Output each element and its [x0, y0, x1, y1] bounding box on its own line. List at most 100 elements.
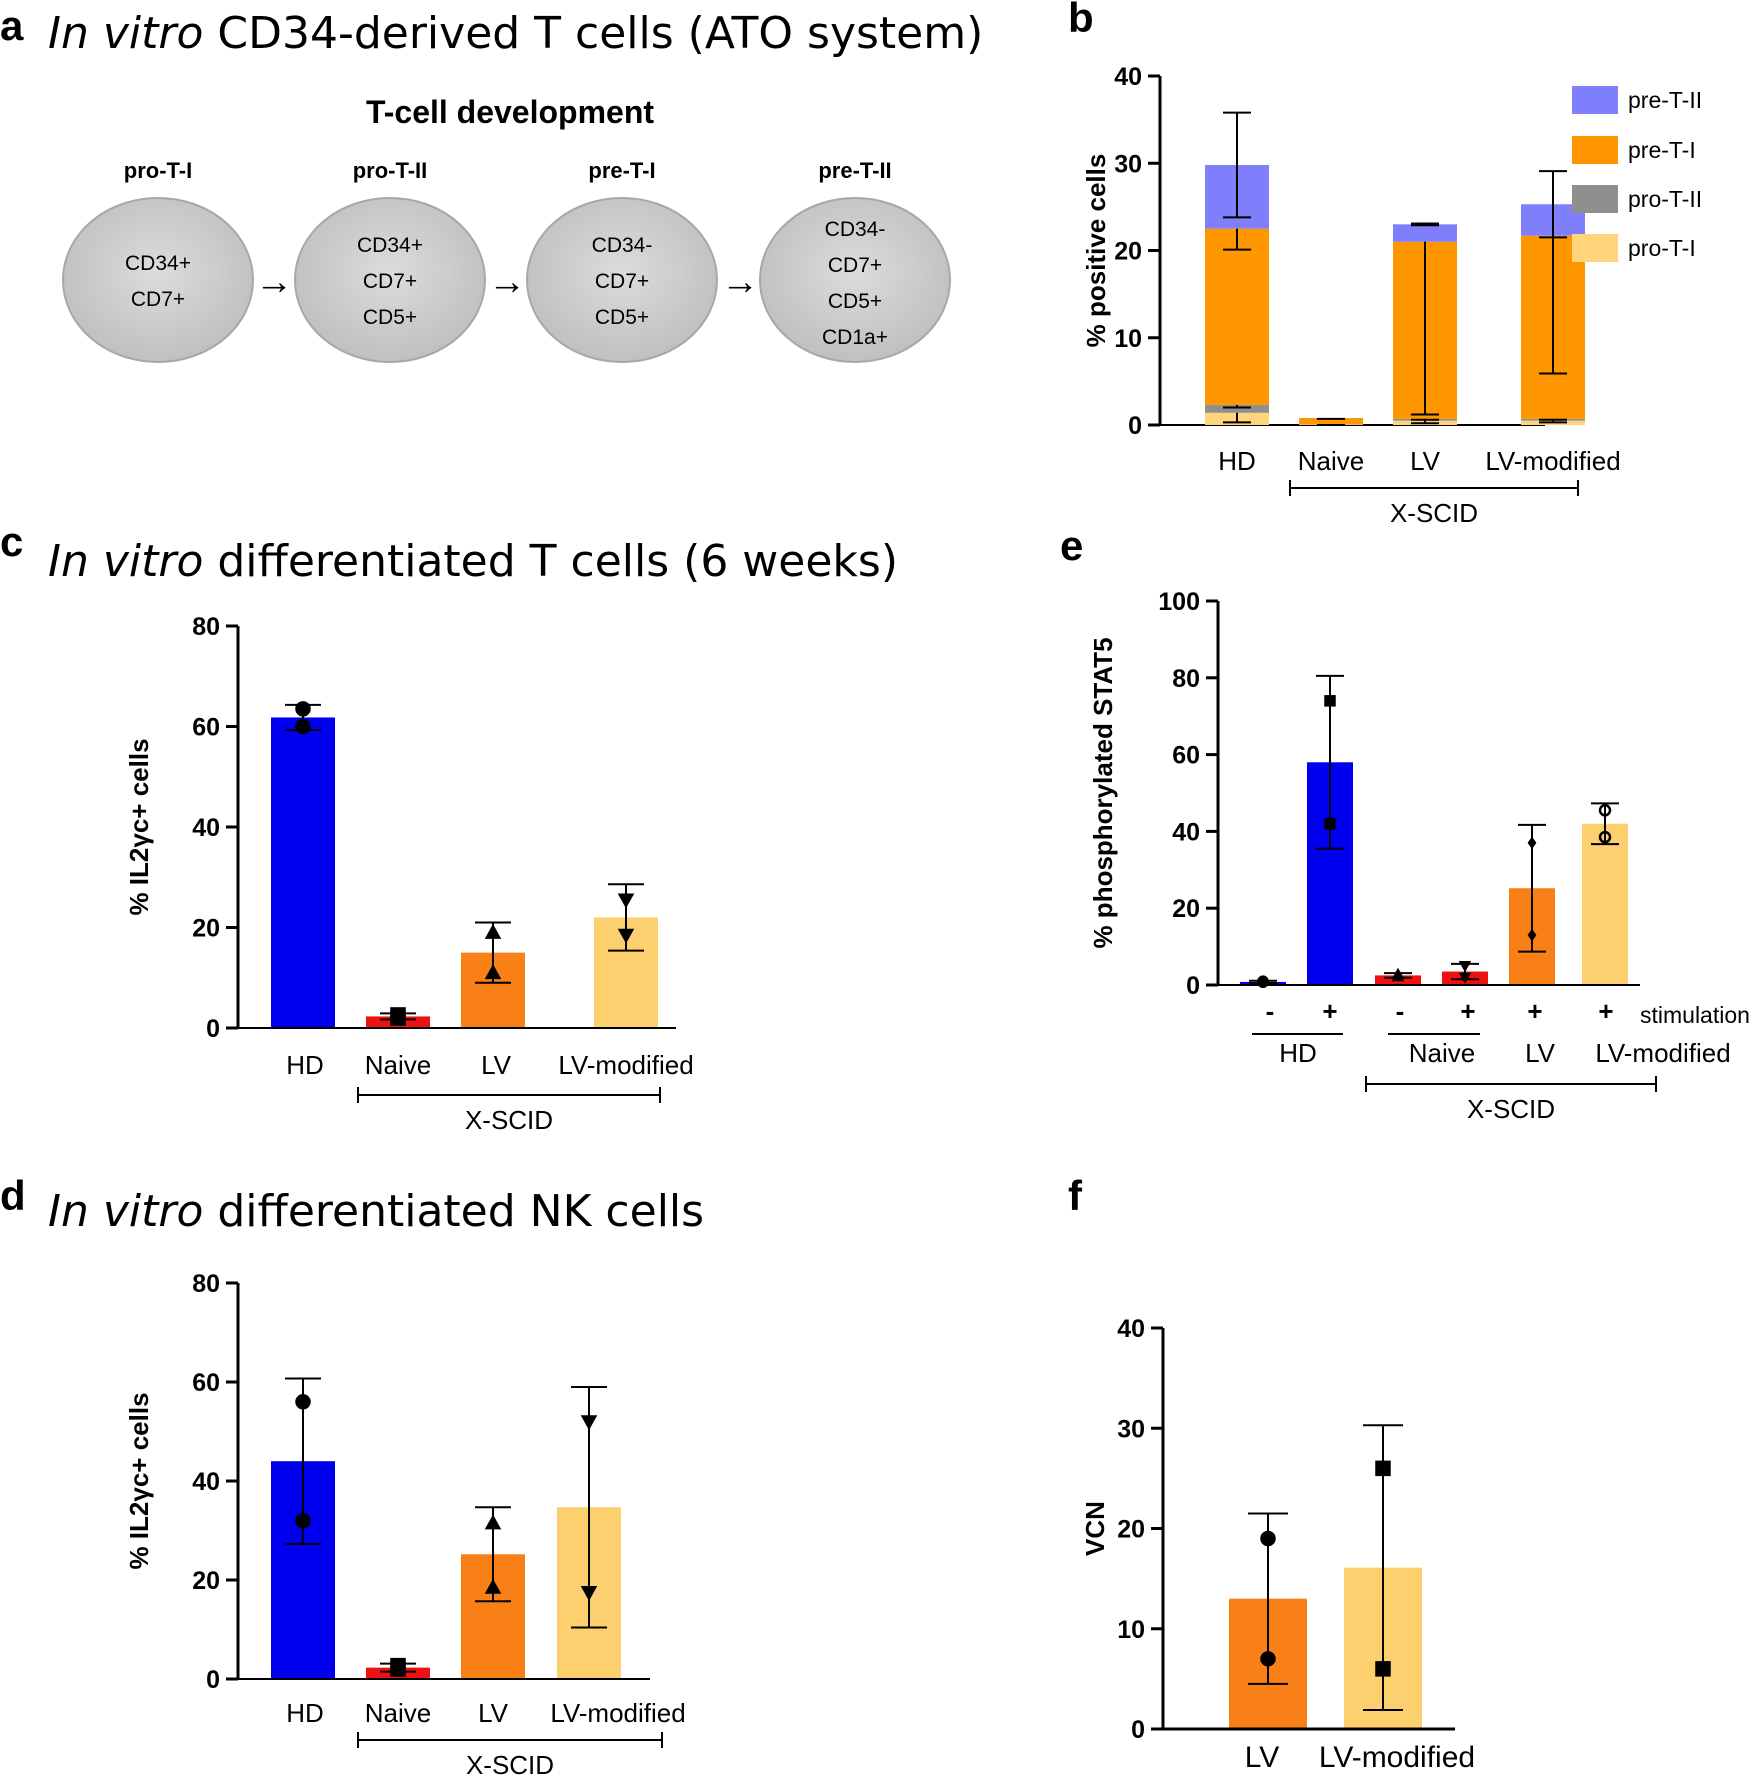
category-label: Naive [365, 1050, 431, 1080]
group-label: X-SCID [465, 1105, 553, 1135]
data-point [390, 1007, 406, 1023]
category-label: LV-modified [1319, 1741, 1475, 1774]
y-tick-label: 10 [1114, 325, 1142, 353]
chart-f: 0 10 20 30 40 VCN LV LV-modified [1080, 1315, 1475, 1774]
stage-name-2: pro-T-II [353, 158, 428, 183]
cell1-marker-2: CD7+ [131, 288, 185, 311]
y-tick-label: 30 [1117, 1415, 1145, 1443]
t-cell-development-diagram: T-cell development pro-T-I pro-T-II pre-… [62, 94, 951, 363]
y-tick-label: 0 [1131, 1716, 1145, 1744]
legend-swatch [1572, 86, 1618, 114]
cell3-marker-1: CD34- [592, 234, 653, 257]
arrow-right-icon: → [488, 261, 526, 303]
panel-d-label: d [0, 1172, 26, 1219]
category-label: LV [1410, 446, 1441, 476]
group-label: HD [1279, 1038, 1317, 1068]
bar [271, 717, 335, 1028]
category-label: LV-modified [1485, 446, 1620, 476]
panel-e-label: e [1060, 522, 1083, 569]
stacked-segment [1299, 418, 1363, 425]
legend-label: pre-T-I [1628, 137, 1696, 163]
group-label: X-SCID [1390, 498, 1478, 528]
stacked-segment [1205, 404, 1269, 413]
category-label: LV [478, 1698, 509, 1728]
group-label: LV [1525, 1038, 1556, 1068]
data-point [580, 1586, 598, 1601]
legend-swatch [1572, 234, 1618, 262]
y-tick-label: 40 [1172, 818, 1200, 846]
chart-c: 0 20 40 60 80 % IL2γc+ cells HD Naive LV LV-modif… [124, 613, 694, 1135]
y-tick-label: 100 [1158, 588, 1200, 616]
data-point [1458, 961, 1472, 973]
legend-swatch [1572, 185, 1618, 213]
y-tick-label: 0 [206, 1015, 220, 1043]
data-point [484, 1514, 502, 1530]
data-point [1260, 1651, 1276, 1667]
y-tick-label: 80 [192, 1270, 220, 1298]
panel-b-label: b [1068, 0, 1094, 41]
stage-name-1: pro-T-I [124, 158, 192, 183]
data-point [1391, 970, 1405, 982]
y-tick-label: 40 [192, 1468, 220, 1496]
bar [1582, 823, 1628, 985]
category-label: HD [1218, 446, 1256, 476]
panel-c-label: c [0, 518, 23, 565]
stacked-segment [1205, 228, 1269, 405]
panel-a: a In vitro CD34-derived T cells (ATO sys… [0, 2, 983, 363]
data-point [1598, 804, 1612, 817]
y-tick-label: 20 [192, 915, 220, 943]
stimulation-sign: - [1396, 996, 1405, 1026]
category-label: HD [286, 1698, 324, 1728]
group-label: X-SCID [1467, 1094, 1555, 1124]
y-tick-label: 20 [1172, 895, 1200, 923]
cell1-marker-1: CD34+ [125, 252, 191, 275]
legend-label: pro-T-I [1628, 235, 1696, 261]
data-point [484, 1578, 502, 1594]
cell4-marker-1: CD34- [825, 218, 886, 241]
cell2-marker-1: CD34+ [357, 234, 423, 257]
y-axis-label: % positive cells [1081, 154, 1111, 348]
group-label: LV-modified [1595, 1038, 1730, 1068]
group-label: X-SCID [466, 1750, 554, 1775]
cell-pro-t-ii [294, 197, 486, 363]
arrow-right-icon: → [721, 261, 759, 303]
y-tick-label: 20 [1114, 238, 1142, 266]
cell2-marker-3: CD5+ [363, 306, 417, 329]
y-tick-label: 60 [1172, 742, 1200, 770]
category-label: LV [481, 1050, 512, 1080]
category-label: LV [1245, 1741, 1279, 1774]
stacked-segment [1393, 224, 1457, 242]
group-label: Naive [1409, 1038, 1475, 1068]
y-tick-label: 40 [1114, 63, 1142, 91]
data-point [617, 893, 635, 909]
panel-a-title-rest: CD34-derived T cells (ATO system) [217, 8, 983, 59]
cell-pre-t-i [526, 197, 718, 363]
y-tick-label: 0 [206, 1666, 220, 1694]
panel-c-title: In vitro differentiated T cells (6 weeks… [48, 536, 898, 587]
legend-swatch [1572, 136, 1618, 164]
data-point [295, 1394, 311, 1410]
y-tick-label: 0 [1186, 972, 1200, 1000]
data-point [1458, 972, 1472, 984]
panel-a-title-italic: In vitro [48, 8, 203, 59]
panel-f-label: f [1068, 1172, 1083, 1219]
data-point [617, 928, 635, 944]
data-point [1260, 1530, 1276, 1547]
cell2-marker-2: CD7+ [363, 270, 417, 293]
y-tick-label: 20 [1117, 1516, 1145, 1544]
cell4-marker-2: CD7+ [828, 254, 882, 277]
legend-label: pre-T-II [1628, 87, 1702, 113]
cell3-marker-3: CD5+ [595, 306, 649, 329]
category-label: LV-modified [550, 1698, 685, 1728]
chart-d: 0 20 40 60 80 % IL2γc+ cells HD Naive LV LV-modif… [124, 1270, 686, 1775]
stimulation-sign: + [1598, 996, 1613, 1026]
y-tick-label: 20 [192, 1567, 220, 1595]
data-point [484, 923, 502, 939]
data-point [295, 701, 311, 717]
y-axis-label: % phosphorylated STAT5 [1088, 637, 1118, 948]
stage-name-4: pre-T-II [818, 158, 891, 183]
y-tick-label: 10 [1117, 1616, 1145, 1644]
data-point [1375, 1460, 1391, 1477]
data-point [1598, 830, 1612, 844]
